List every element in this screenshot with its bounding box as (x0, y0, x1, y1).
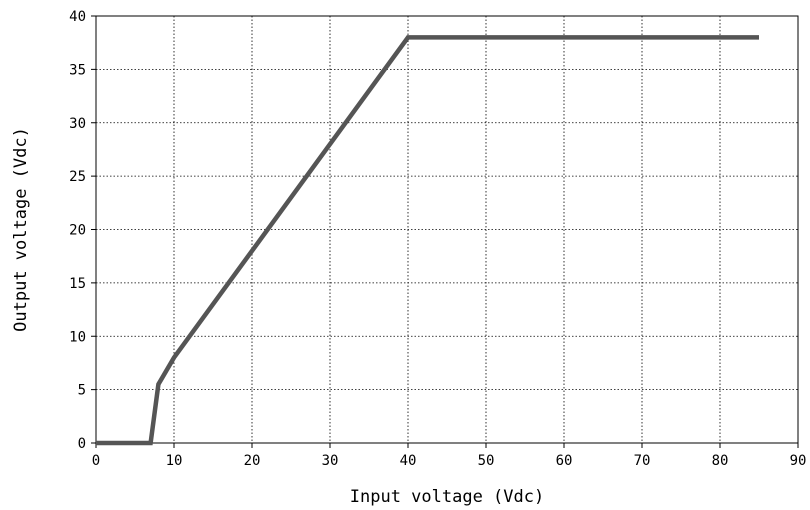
x-tick-label: 70 (634, 453, 651, 469)
y-tick-label: 35 (69, 62, 86, 78)
y-tick-label: 15 (69, 276, 86, 292)
y-tick-label: 0 (78, 436, 86, 452)
y-tick-label: 20 (69, 223, 86, 239)
y-axis-label: Output voltage (Vdc) (11, 127, 31, 332)
ticks: 0 10 20 30 40 50 60 70 80 90 0 5 10 15 20 25 30 35 40 (69, 9, 806, 469)
y-tick-label: 5 (78, 383, 86, 399)
x-tick-label: 40 (400, 453, 417, 469)
series-line (96, 35, 759, 446)
grid (96, 16, 798, 443)
x-tick-label: 80 (712, 453, 729, 469)
x-tick-label: 60 (556, 453, 573, 469)
series-layer (96, 35, 759, 446)
x-tick-label: 90 (790, 453, 807, 469)
x-tick-label: 50 (478, 453, 495, 469)
x-tick-label: 10 (166, 453, 183, 469)
y-tick-label: 30 (69, 116, 86, 132)
x-tick-label: 30 (322, 453, 339, 469)
x-axis-label: Input voltage (Vdc) (350, 487, 544, 507)
y-tick-label: 25 (69, 169, 86, 185)
x-tick-label: 0 (92, 453, 100, 469)
y-tick-label: 40 (69, 9, 86, 25)
x-tick-label: 20 (244, 453, 261, 469)
y-tick-label: 10 (69, 329, 86, 345)
